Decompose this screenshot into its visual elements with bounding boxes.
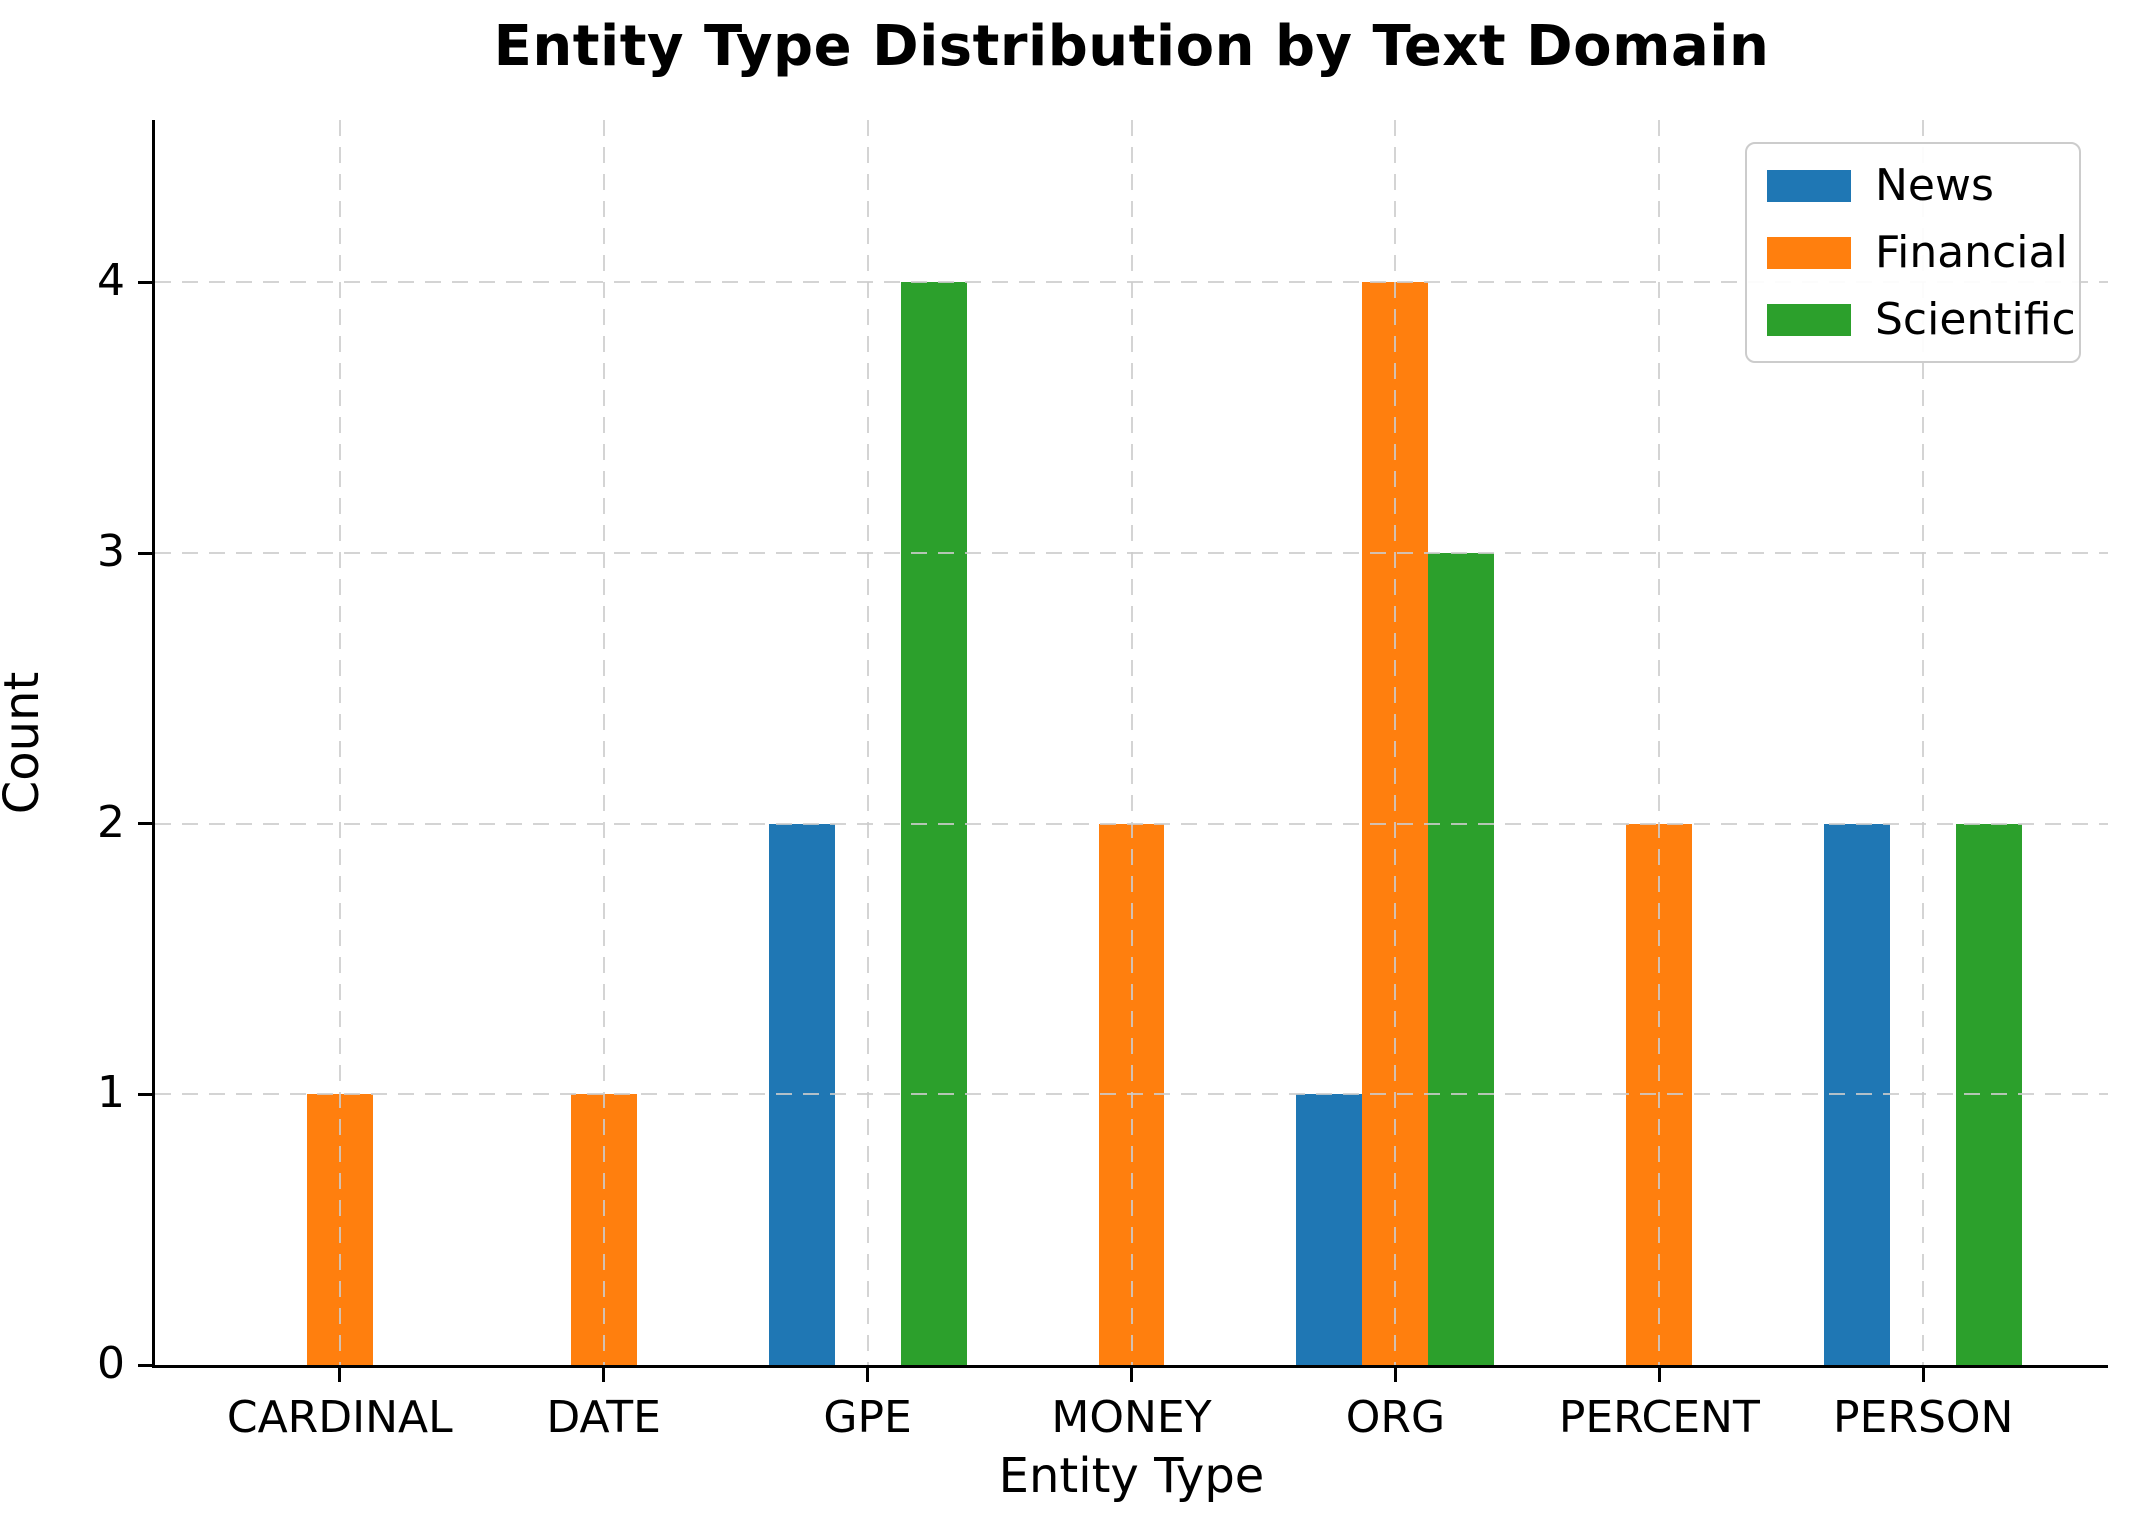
legend-label-scientific: Scientific [1875, 294, 2076, 345]
x-tick-cardinal [338, 1368, 342, 1382]
v-gridline-org [1394, 120, 1397, 1365]
bar-news-org [1296, 1094, 1363, 1365]
x-tick-money [1130, 1368, 1133, 1382]
y-tick-0 [138, 1363, 152, 1367]
plot-area: CARDINAL DATE GPE MONEY ORG PERCENT PERSON 0 1 2 3… [97, 120, 2108, 1443]
x-tick-percent [1657, 1368, 1661, 1382]
x-tick-gpe [866, 1368, 870, 1382]
v-gridline-money [1130, 120, 1133, 1365]
legend-swatch-news [1767, 169, 1851, 202]
y-tick-label-0: 0 [97, 1338, 125, 1389]
y-tick-label-1: 1 [97, 1067, 125, 1119]
v-gridline-percent [1658, 120, 1661, 1365]
legend-item-scientific: Scientific [1767, 294, 2076, 345]
y-tick-4 [138, 280, 152, 284]
y-tick-label-2: 2 [97, 796, 125, 848]
v-gridline-cardinal [338, 120, 341, 1365]
y-axis-spine [152, 120, 155, 1368]
legend-swatch-scientific [1767, 303, 1851, 336]
v-gridline-person [1922, 120, 1925, 1365]
x-tick-label-gpe: GPE [823, 1392, 912, 1443]
x-axis-label: Entity Type [998, 1448, 1265, 1504]
legend-label-news: News [1875, 160, 1994, 211]
legend-swatch-financial [1767, 236, 1851, 269]
v-gridline-date [602, 120, 605, 1365]
bar-scientific-org [1428, 553, 1495, 1365]
y-tick-label-3: 3 [97, 526, 125, 578]
legend-label-financial: Financial [1875, 227, 2068, 278]
y-tick-2 [138, 822, 152, 826]
y-tick-3 [138, 551, 152, 555]
x-tick-org [1393, 1368, 1397, 1382]
x-tick-label-org: ORG [1345, 1392, 1446, 1443]
y-tick-1 [138, 1092, 152, 1096]
x-tick-label-percent: PERCENT [1558, 1392, 1760, 1443]
x-tick-label-person: PERSON [1833, 1392, 2014, 1443]
y-tick-label-4: 4 [97, 255, 125, 307]
legend: News Financial Scientific [1745, 142, 2081, 363]
ticks-layer: CARDINAL DATE GPE MONEY ORG PERCENT PERSON 0 1 2 3… [97, 120, 2108, 1443]
gridlines-layer [155, 120, 2108, 1365]
y-axis-label: Count [0, 671, 50, 815]
legend-item-financial: Financial [1767, 227, 2068, 278]
x-tick-label-money: MONEY [1051, 1392, 1212, 1443]
chart-title: Entity Type Distribution by Text Domain [493, 14, 1770, 79]
x-axis-spine [152, 1365, 2108, 1368]
legend-item-news: News [1767, 160, 2059, 211]
x-tick-person [1921, 1368, 1925, 1382]
x-tick-date [602, 1368, 606, 1382]
x-tick-label-cardinal: CARDINAL [226, 1392, 453, 1443]
x-tick-label-date: DATE [546, 1392, 661, 1443]
v-gridline-gpe [866, 120, 869, 1365]
